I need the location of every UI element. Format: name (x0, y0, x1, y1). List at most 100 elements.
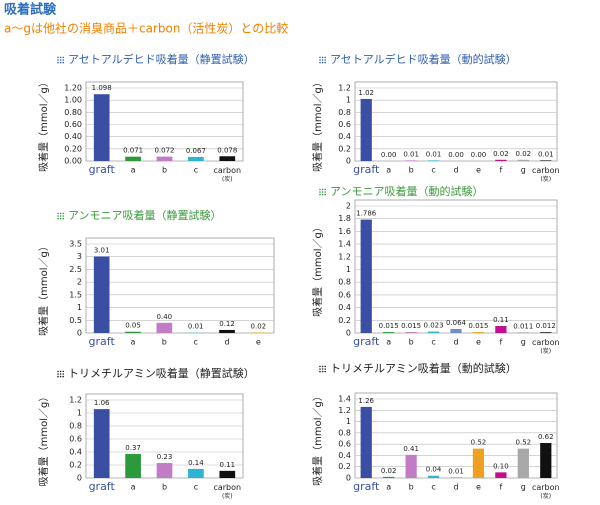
x-tick-label: g (521, 338, 526, 347)
y-tick-label: 2.5 (69, 265, 82, 274)
heading-dot (59, 370, 62, 373)
heading-dot (57, 215, 59, 217)
value-label: 1.06 (94, 399, 110, 407)
y-tick-label: 0.8 (338, 108, 351, 117)
heading-dot (324, 368, 327, 370)
y-tick-label: 0.8 (338, 428, 351, 437)
value-label: 0.04 (426, 466, 442, 474)
x-tick-label: graft (89, 335, 116, 348)
heading-dot (319, 365, 321, 368)
heading-dot (59, 212, 62, 215)
bar (427, 160, 440, 161)
bar (93, 94, 110, 161)
value-label: 0.01 (426, 150, 442, 158)
bar (219, 329, 235, 333)
x-tick-label: carbon (炭) (532, 483, 560, 500)
x-tick-label: a (386, 166, 391, 175)
x-tick-label: e (256, 338, 261, 347)
y-tick-label: 2 (346, 202, 351, 211)
heading-dot (321, 56, 324, 59)
y-tick-label: 0.8 (69, 422, 82, 431)
y-tick-label: 1.2 (338, 252, 351, 261)
y-tick-label: 3.5 (69, 240, 82, 249)
x-tick-label: f (499, 166, 502, 175)
x-tick-label: g (521, 166, 526, 175)
heading-dot (321, 193, 324, 196)
y-axis-label: 吸着量（mmol／g） (311, 77, 324, 172)
x-tick-label: graft (89, 480, 116, 493)
heading-dot (57, 212, 59, 215)
x-tick-label: b (162, 483, 167, 492)
value-label: 0.064 (446, 319, 467, 327)
x-tick-label: b (162, 166, 167, 175)
heading-dot (321, 368, 324, 370)
x-tick-label: a (386, 338, 391, 347)
heading-dot (57, 375, 59, 378)
value-label: 0.11 (493, 316, 509, 324)
x-tick-label: e (476, 166, 481, 175)
bar (156, 322, 173, 333)
bar (360, 406, 372, 478)
value-label: 0.011 (513, 322, 533, 330)
heading-dot (321, 61, 324, 64)
x-tick-label: carbon (炭) (213, 166, 241, 183)
y-tick-label: 0.6 (69, 435, 82, 444)
y-tick-label: 1.5 (69, 290, 82, 299)
heading-dot (59, 373, 62, 375)
y-tick-label: 0.80 (64, 108, 82, 117)
y-tick-label: 1.8 (338, 214, 351, 223)
heading-dot (62, 375, 64, 378)
plot-area (354, 81, 558, 162)
y-tick-label: 0.60 (64, 120, 82, 129)
x-tick-label: e (476, 338, 481, 347)
value-label: 0.02 (516, 150, 532, 158)
y-tick-label: 0.6 (338, 290, 351, 299)
x-tick-label: f (499, 483, 502, 492)
x-tick-label: graft (353, 163, 380, 176)
x-tick-label: c (193, 338, 197, 347)
x-tick-label: carbon (炭) (532, 166, 560, 183)
bar (450, 328, 462, 333)
x-tick-label: graft (89, 163, 116, 176)
bar (219, 156, 236, 161)
chart-title: トリメチルアミン吸着量（動的試験） (330, 361, 517, 375)
value-label: 1.098 (92, 84, 112, 92)
y-tick-label: 0.6 (338, 440, 351, 449)
value-label: 1.02 (358, 89, 374, 97)
y-tick-label: 1 (77, 303, 82, 312)
value-label: 0.015 (379, 322, 399, 330)
value-label: 0.41 (403, 445, 419, 453)
heading-dot (57, 59, 59, 61)
y-tick-label: 3 (77, 252, 82, 261)
bar (360, 219, 372, 333)
bar (427, 331, 440, 333)
bar (125, 156, 141, 161)
heading-dot (319, 56, 321, 59)
value-label: 0.015 (401, 322, 421, 330)
heading-dot (319, 59, 321, 61)
bar (472, 332, 485, 333)
heading-dot (324, 188, 327, 191)
y-tick-label: 0 (77, 329, 82, 338)
heading-dot (321, 59, 324, 61)
chart-title: アンモニア吸着量（静置試験） (68, 208, 222, 222)
heading-dot (321, 365, 324, 368)
heading-dot (62, 212, 64, 215)
bar (125, 453, 141, 478)
value-label: 0.00 (448, 151, 464, 159)
plot-area (85, 237, 275, 334)
value-label: 0.02 (493, 150, 509, 158)
y-tick-label: 0.4 (338, 303, 351, 312)
y-tick-label: 0.2 (338, 144, 351, 153)
bar (188, 156, 204, 161)
page-title: 吸着試験 (4, 2, 57, 18)
x-tick-label: c (194, 483, 198, 492)
y-tick-label: 1.2 (338, 84, 351, 93)
chart-title: アセトアルデヒド吸着量（静置試験） (68, 52, 255, 66)
value-label: 0.23 (157, 453, 173, 461)
y-tick-label: 0.4 (69, 448, 82, 457)
y-tick-label: 2 (77, 278, 82, 287)
heading-dot (324, 365, 327, 368)
